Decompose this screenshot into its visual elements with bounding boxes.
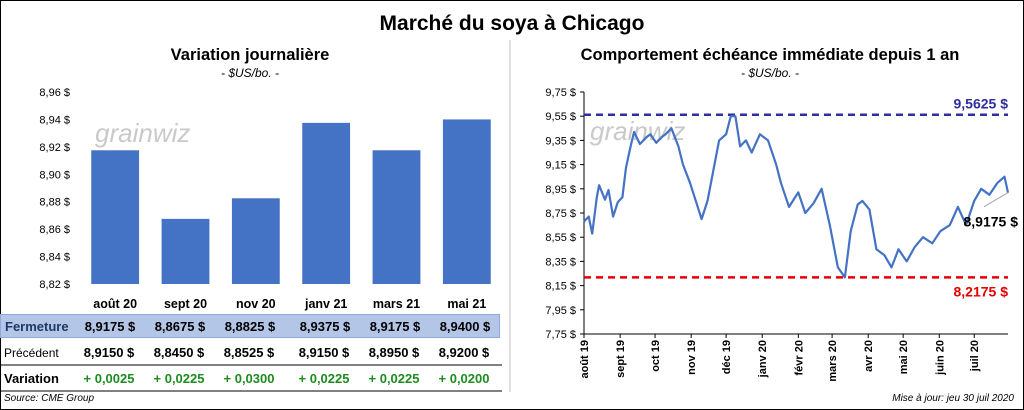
cell-prev-6: 8,9200 $ [438, 345, 490, 360]
cell-var-3: + 0,0300 [223, 371, 275, 386]
low-label: 8,2175 $ [954, 283, 1009, 299]
bar-category-label: mai 21 [447, 297, 486, 311]
cell-var-2: + 0,0225 [153, 371, 205, 386]
line-xtick-label: sept 19 [615, 340, 627, 378]
cell-var-1: + 0,0025 [83, 371, 135, 386]
bar-ytick-label: 8,94 $ [39, 114, 70, 126]
cell-var-5: + 0,0225 [368, 371, 420, 386]
left-chart-unit: - $US/bo. - [220, 66, 280, 80]
bar-ytick-label: 8,88 $ [39, 197, 70, 209]
table-row-close: Fermeture 8,9175 $ 8,8675 $ 8,8825 $ 8,9… [0, 314, 500, 338]
line-xtick-label: juil 20 [969, 340, 981, 372]
cell-close-6: 8,9400 $ [439, 319, 491, 334]
bar [372, 150, 421, 284]
cell-close-3: 8,8825 $ [224, 319, 276, 334]
bar-category-label: août 20 [93, 297, 137, 311]
bar-ytick-label: 8,86 $ [39, 224, 70, 236]
cell-close-1: 8,9175 $ [84, 319, 136, 334]
line-xtick-label: déc 19 [721, 340, 733, 374]
cell-prev-3: 8,8525 $ [223, 345, 275, 360]
line-ytick-label: 8,55 $ [545, 232, 576, 244]
cell-close-4: 8,9375 $ [299, 319, 351, 334]
line-ytick-label: 9,35 $ [545, 135, 576, 147]
line-ytick-label: 8,35 $ [545, 256, 576, 268]
line-ytick-label: 7,75 $ [545, 329, 576, 341]
line-xtick-label: janv 20 [757, 340, 769, 378]
line-ytick-label: 9,55 $ [545, 111, 576, 123]
bar [442, 119, 491, 284]
cell-var-6: + 0,0200 [438, 371, 490, 386]
right-chart-title: Comportement échéance immédiate depuis 1… [580, 46, 960, 64]
last-price-leader [983, 192, 1009, 208]
cell-close-2: 8,8675 $ [154, 319, 206, 334]
line-xtick-label: oct 19 [650, 340, 662, 372]
cell-prev-1: 8,9150 $ [83, 345, 135, 360]
line-xtick-label: mars 20 [827, 340, 839, 382]
source-note: Source: CME Group [4, 393, 95, 404]
last-price-label: 8,9175 $ [964, 214, 1019, 230]
bar-category-label: nov 20 [236, 297, 276, 311]
line-xtick-label: nov 19 [686, 340, 698, 375]
price-line [583, 115, 1010, 279]
bar-ytick-label: 8,84 $ [39, 252, 70, 264]
row-label-previous: Précédent [4, 346, 59, 360]
high-label: 9,5625 $ [954, 96, 1009, 112]
line-xtick-label: mai 20 [898, 340, 910, 374]
line-xtick-label: août 19 [579, 340, 591, 379]
cell-var-4: + 0,0225 [298, 371, 350, 386]
line-xtick-label: juin 20 [934, 340, 946, 376]
main-title: Marché du soya à Chicago [379, 12, 645, 35]
line-ytick-label: 8,75 $ [545, 208, 576, 220]
left-chart-title: Variation journalière [170, 46, 330, 64]
bar-category-label: sept 20 [164, 297, 207, 311]
line-ytick-label: 8,95 $ [545, 184, 576, 196]
bar [231, 198, 280, 284]
cell-prev-4: 8,9150 $ [298, 345, 350, 360]
row-label-close: Fermeture [5, 319, 69, 334]
cell-prev-5: 8,8950 $ [368, 345, 420, 360]
line-ytick-label: 9,15 $ [545, 160, 576, 172]
bar-category-label: mars 21 [373, 297, 420, 311]
line-ytick-label: 9,75 $ [545, 87, 576, 99]
bar-ytick-label: 8,82 $ [39, 279, 70, 291]
line-xtick-label: févr 20 [793, 340, 805, 375]
bar-category-label: janv 21 [304, 297, 347, 311]
bar-ytick-label: 8,92 $ [39, 142, 70, 154]
bar-ytick-label: 8,96 $ [39, 87, 70, 99]
bar [161, 218, 210, 284]
row-label-variation: Variation [4, 371, 59, 386]
line-ytick-label: 7,95 $ [545, 305, 576, 317]
bar [91, 150, 140, 284]
bar [302, 122, 351, 284]
right-chart-unit: - $US/bo. - [740, 66, 800, 80]
table-row-previous: Précédent 8,9150 $ 8,8450 $ 8,8525 $ 8,9… [0, 341, 500, 365]
line-ytick-label: 8,15 $ [545, 281, 576, 293]
table-row-variation: Variation + 0,0025 + 0,0225 + 0,0300 + 0… [0, 367, 500, 391]
bar-ytick-label: 8,90 $ [39, 169, 70, 181]
line-xtick-label: avr 20 [863, 340, 875, 372]
watermark: grainwiz [95, 118, 190, 148]
update-note: Mise à jour: jeu 30 juil 2020 [892, 393, 1014, 404]
cell-prev-2: 8,8450 $ [153, 345, 205, 360]
cell-close-5: 8,9175 $ [369, 319, 421, 334]
